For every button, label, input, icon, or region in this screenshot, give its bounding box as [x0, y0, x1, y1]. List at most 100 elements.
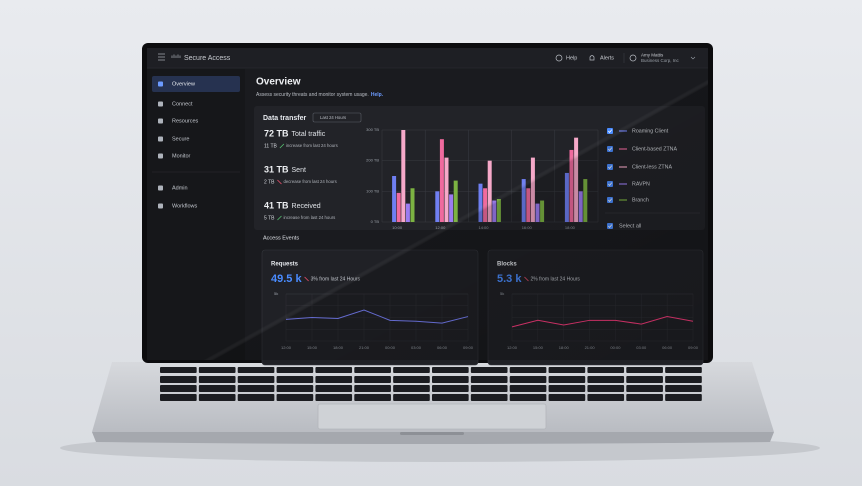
help-link[interactable]: Help. — [371, 92, 384, 98]
bar — [535, 203, 540, 222]
keyboard — [160, 367, 702, 401]
key — [470, 385, 508, 392]
notch — [400, 432, 464, 435]
y-tick-label: 5k — [274, 291, 278, 296]
bar — [487, 160, 492, 222]
key — [432, 394, 469, 401]
checkbox[interactable] — [607, 164, 613, 170]
stat-sub-value: 11 TB — [264, 143, 278, 149]
card-change: 3% from last 24 Hours — [311, 276, 361, 282]
user-org: Business Corp, Inc — [641, 58, 680, 63]
key — [315, 376, 353, 383]
key — [276, 367, 314, 373]
x-tick-label: 03:00 — [411, 345, 422, 350]
key — [276, 385, 314, 392]
nav-icon — [158, 136, 163, 142]
section-title: Access Events — [263, 235, 299, 241]
bar — [401, 130, 406, 222]
card-value: 5.3 k — [497, 273, 522, 285]
x-tick-label: 12:00 — [281, 345, 292, 350]
stat-sub-label: increase from last 24 hours — [283, 215, 335, 220]
key — [276, 376, 314, 383]
y-tick-label: 100 TB — [366, 188, 379, 193]
bar — [392, 176, 397, 222]
bar — [396, 192, 401, 222]
bar — [453, 180, 458, 222]
x-tick-label: 09:00 — [463, 345, 474, 350]
x-tick-label: 15:00 — [307, 345, 318, 350]
key — [509, 367, 547, 373]
checkbox[interactable] — [607, 128, 613, 134]
x-tick-label: 09:00 — [688, 345, 699, 350]
bar — [483, 188, 488, 222]
legend-label: Client-based ZTNA — [632, 146, 678, 152]
key — [315, 367, 353, 373]
key — [276, 394, 314, 401]
x-tick-label: 10:00 — [392, 225, 403, 230]
nav-item[interactable]: Connect — [172, 101, 193, 107]
stat-label: Sent — [292, 167, 306, 174]
x-tick-label: 06:00 — [437, 345, 448, 350]
key — [432, 367, 469, 373]
nav-item[interactable]: Admin — [172, 185, 188, 191]
nav-icon — [158, 203, 163, 209]
key — [665, 376, 702, 383]
stat-label: Received — [292, 203, 321, 210]
key — [354, 367, 391, 373]
x-tick-label: 21:00 — [359, 345, 370, 350]
checkbox[interactable] — [607, 181, 613, 187]
x-tick-label: 12:00 — [435, 225, 446, 230]
bar — [564, 172, 569, 222]
nav-item[interactable]: Monitor — [172, 153, 191, 159]
stat-value: 72 TB — [264, 128, 289, 138]
key — [160, 376, 197, 383]
x-tick-label: 00:00 — [385, 345, 396, 350]
checkbox[interactable] — [607, 146, 613, 152]
legend-label: Client-less ZTNA — [632, 164, 672, 170]
bar — [578, 191, 583, 222]
key — [315, 385, 353, 392]
help[interactable]: Help — [566, 55, 577, 61]
nav-item[interactable]: Workflows — [172, 203, 198, 209]
bar — [449, 194, 454, 222]
checkbox[interactable] — [607, 223, 613, 229]
select-all[interactable]: Select all — [619, 223, 641, 229]
x-tick-label: 21:00 — [585, 345, 596, 350]
key — [198, 385, 236, 392]
key — [509, 394, 547, 401]
bar — [526, 188, 531, 222]
key — [665, 394, 702, 401]
key — [237, 385, 275, 392]
page-title: Overview — [256, 77, 301, 88]
nav-item[interactable]: Resources — [172, 118, 199, 124]
key — [509, 385, 547, 392]
bar — [405, 203, 410, 222]
key — [354, 394, 391, 401]
stat-sub-value: 2 TB — [264, 179, 275, 185]
nav-item[interactable]: Overview — [172, 81, 195, 87]
bar — [530, 157, 535, 222]
key — [470, 394, 508, 401]
user-name[interactable]: Amy Mattis — [641, 53, 664, 58]
nav-icon — [158, 118, 163, 124]
alerts[interactable]: Alerts — [600, 55, 614, 61]
card-title: Requests — [271, 262, 299, 268]
sidebar — [147, 69, 245, 360]
key — [548, 367, 586, 373]
key — [548, 376, 586, 383]
key — [315, 394, 353, 401]
checkbox[interactable] — [607, 197, 613, 203]
nav-item[interactable]: Secure — [172, 136, 189, 142]
bar — [574, 137, 579, 222]
bar — [439, 139, 444, 222]
bar — [435, 191, 440, 222]
bar — [540, 200, 545, 222]
legend-label: RAVPN — [632, 181, 650, 187]
stat-sub-label: decrease from last 24 hours — [283, 179, 336, 184]
stat-label: Total traffic — [292, 131, 326, 138]
key — [160, 394, 197, 401]
key — [393, 367, 430, 373]
bar — [444, 157, 449, 222]
y-tick-label: 0 TB — [371, 219, 380, 224]
key — [587, 385, 625, 392]
